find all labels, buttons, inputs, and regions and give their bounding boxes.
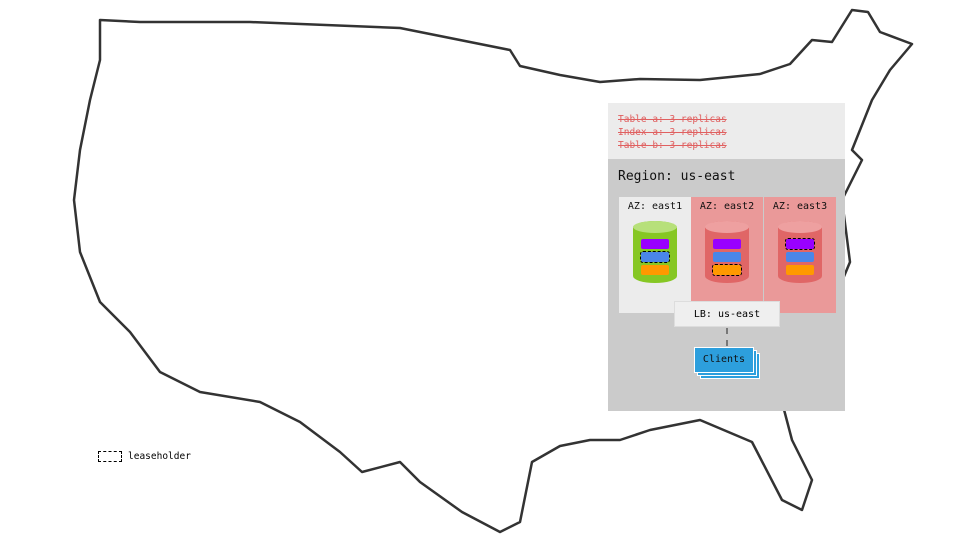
database-icon — [778, 221, 822, 283]
az-east3: AZ: east3 — [764, 197, 836, 313]
clients: Clients — [694, 347, 754, 373]
range-index-a — [713, 252, 741, 262]
database-icon — [705, 221, 749, 283]
database-icon — [633, 221, 677, 283]
legend-leaseholder: leaseholder — [128, 451, 191, 462]
region-us-east: Region: us-east AZ: east1 AZ: east2 AZ: … — [608, 159, 845, 411]
legend: leaseholder — [98, 451, 191, 462]
connector-line — [726, 328, 728, 346]
az-label: AZ: east2 — [699, 201, 755, 212]
az-label: AZ: east3 — [772, 201, 828, 212]
range-table-a — [785, 238, 815, 250]
note-index-a: Index a: 3 replicas — [618, 127, 727, 138]
replication-notes-panel: Table a: 3 replicas Index a: 3 replicas … — [608, 103, 845, 159]
dashed-box-icon — [98, 451, 122, 462]
range-index-a — [786, 252, 814, 262]
range-table-b — [786, 265, 814, 275]
az-east1: AZ: east1 — [619, 197, 691, 313]
range-table-a — [641, 239, 669, 249]
range-index-a — [640, 251, 670, 263]
range-table-b — [712, 264, 742, 276]
region-title: Region: us-east — [618, 169, 736, 184]
range-table-a — [713, 239, 741, 249]
load-balancer: LB: us-east — [674, 301, 780, 327]
az-east2: AZ: east2 — [691, 197, 763, 313]
note-table-a: Table a: 3 replicas — [618, 114, 727, 125]
note-table-b: Table b: 3 replicas — [618, 140, 727, 151]
az-label: AZ: east1 — [627, 201, 683, 212]
range-table-b — [641, 265, 669, 275]
